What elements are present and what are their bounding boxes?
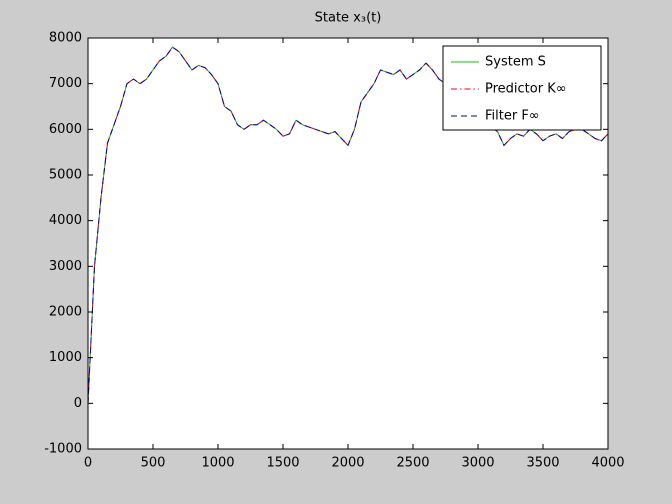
chart-title: State x₃(t) — [315, 11, 382, 26]
x-tick-label: 4000 — [591, 456, 624, 471]
y-tick-label: 8000 — [49, 31, 82, 46]
x-tick-label: 2500 — [396, 456, 429, 471]
y-tick-label: -1000 — [44, 442, 82, 457]
x-tick-label: 3000 — [461, 456, 494, 471]
y-tick-label: 3000 — [49, 259, 82, 274]
y-tick-label: 6000 — [49, 122, 82, 137]
y-tick-label: 1000 — [49, 350, 82, 365]
x-tick-label: 1500 — [266, 456, 299, 471]
y-tick-label: 2000 — [49, 305, 82, 320]
x-tick-label: 2000 — [331, 456, 364, 471]
legend-label: Filter F∞ — [485, 109, 540, 124]
legend-box — [442, 45, 602, 131]
x-tick-label: 1000 — [201, 456, 234, 471]
y-tick-label: 7000 — [49, 76, 82, 91]
x-tick-label: 3500 — [526, 456, 559, 471]
x-tick-label: 0 — [84, 456, 92, 471]
x-tick-label: 500 — [141, 456, 166, 471]
y-tick-label: 0 — [74, 396, 82, 411]
y-tick-label: 4000 — [49, 213, 82, 228]
series-line — [87, 46, 609, 404]
legend-label: System S — [485, 55, 546, 70]
y-tick-label: 5000 — [49, 168, 82, 183]
legend-label: Predictor K∞ — [485, 82, 567, 97]
